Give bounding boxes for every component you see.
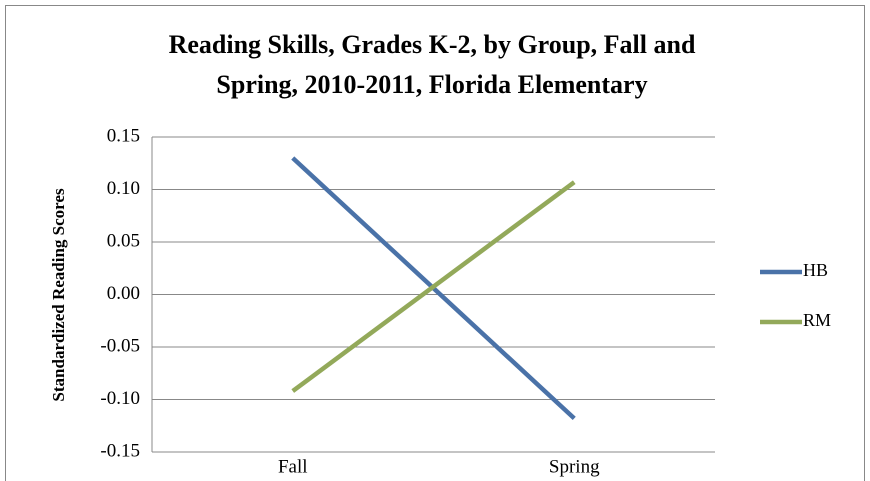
- legend-label: HB: [803, 260, 828, 280]
- y-tick-label: -0.15: [100, 440, 140, 461]
- chart-border: [5, 5, 865, 481]
- y-axis-label: Standardized Reading Scores: [49, 188, 68, 402]
- chart-title: Reading Skills, Grades K-2, by Group, Fa…: [169, 30, 696, 59]
- series-line: [291, 180, 576, 393]
- chart-title: Spring, 2010-2011, Florida Elementary: [216, 70, 647, 99]
- y-tick-label: 0.05: [107, 230, 140, 251]
- y-tick-label: 0.10: [107, 178, 140, 199]
- y-tick-label: -0.05: [100, 335, 140, 356]
- y-tick-label: -0.10: [100, 388, 140, 409]
- x-tick-label: Spring: [549, 456, 600, 477]
- y-tick-label: 0.00: [107, 283, 140, 304]
- legend-label: RM: [803, 310, 831, 330]
- x-tick-label: Fall: [278, 456, 308, 477]
- y-tick-label: 0.15: [107, 125, 140, 146]
